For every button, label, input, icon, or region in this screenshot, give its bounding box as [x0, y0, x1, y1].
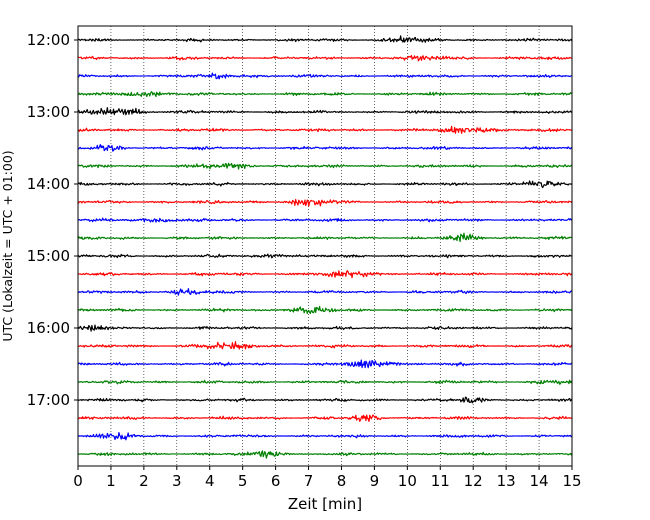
x-tick-label: 14: [530, 472, 549, 490]
trace-1315: [77, 125, 573, 134]
trace-1345: [77, 162, 573, 170]
trace-1730: [77, 431, 573, 441]
trace-1615: [77, 341, 573, 350]
x-tick-label: 15: [562, 472, 581, 490]
x-tick-label: 8: [337, 472, 347, 490]
trace-1200: [77, 35, 573, 43]
y-tick-label: 15:00: [27, 247, 70, 265]
grid-layer: [110, 26, 540, 466]
trace-1745: [77, 450, 573, 459]
trace-1215: [77, 54, 573, 62]
x-tick-label: 7: [304, 472, 314, 490]
x-tick-label: 11: [431, 472, 450, 490]
x-tick-label: 10: [398, 472, 417, 490]
x-tick-label: 1: [106, 472, 116, 490]
y-axis-label: UTC (Lokalzeit = UTC + 01:00): [0, 150, 15, 341]
trace-1230: [77, 72, 573, 80]
y-tick-label: 17:00: [27, 391, 70, 409]
trace-1330: [77, 144, 573, 152]
trace-1530: [78, 288, 573, 296]
x-tick-label: 4: [205, 472, 215, 490]
plot-frame: [77, 25, 573, 467]
y-tick-label: 14:00: [27, 175, 70, 193]
y-axis: 12:00 13:00 14:00 15:00 16:00 17:00: [27, 31, 78, 409]
trace-1415: [77, 198, 573, 207]
trace-1700: [77, 396, 573, 404]
traces-layer: [77, 35, 573, 459]
x-tick-label: 6: [271, 472, 281, 490]
y-tick-label: 13:00: [27, 103, 70, 121]
trace-1515: [77, 270, 573, 279]
x-tick-label: 3: [172, 472, 182, 490]
trace-1300: [77, 107, 573, 116]
x-tick-label: 5: [238, 472, 248, 490]
trace-1545: [77, 305, 573, 315]
trace-1430: [77, 217, 573, 223]
x-tick-label: 12: [464, 472, 483, 490]
trace-1245: [77, 91, 573, 98]
trace-1645: [77, 379, 573, 385]
trace-1630: [77, 359, 573, 369]
y-tick-label: 12:00: [27, 31, 70, 49]
trace-1500: [77, 253, 573, 259]
trace-1600: [77, 324, 573, 332]
trace-1715: [77, 414, 573, 423]
x-axis: 0 1 2 3 4 5 6 7 8 9 10 11 12 13 14 15: [73, 466, 582, 490]
x-tick-label: 2: [139, 472, 149, 490]
x-tick-label: 9: [370, 472, 380, 490]
y-tick-label: 16:00: [27, 319, 70, 337]
trace-1400: [77, 180, 573, 189]
x-axis-label: Zeit [min]: [288, 495, 362, 513]
x-tick-label: 13: [497, 472, 516, 490]
x-tick-label: 0: [73, 472, 83, 490]
trace-1445: [77, 232, 573, 243]
